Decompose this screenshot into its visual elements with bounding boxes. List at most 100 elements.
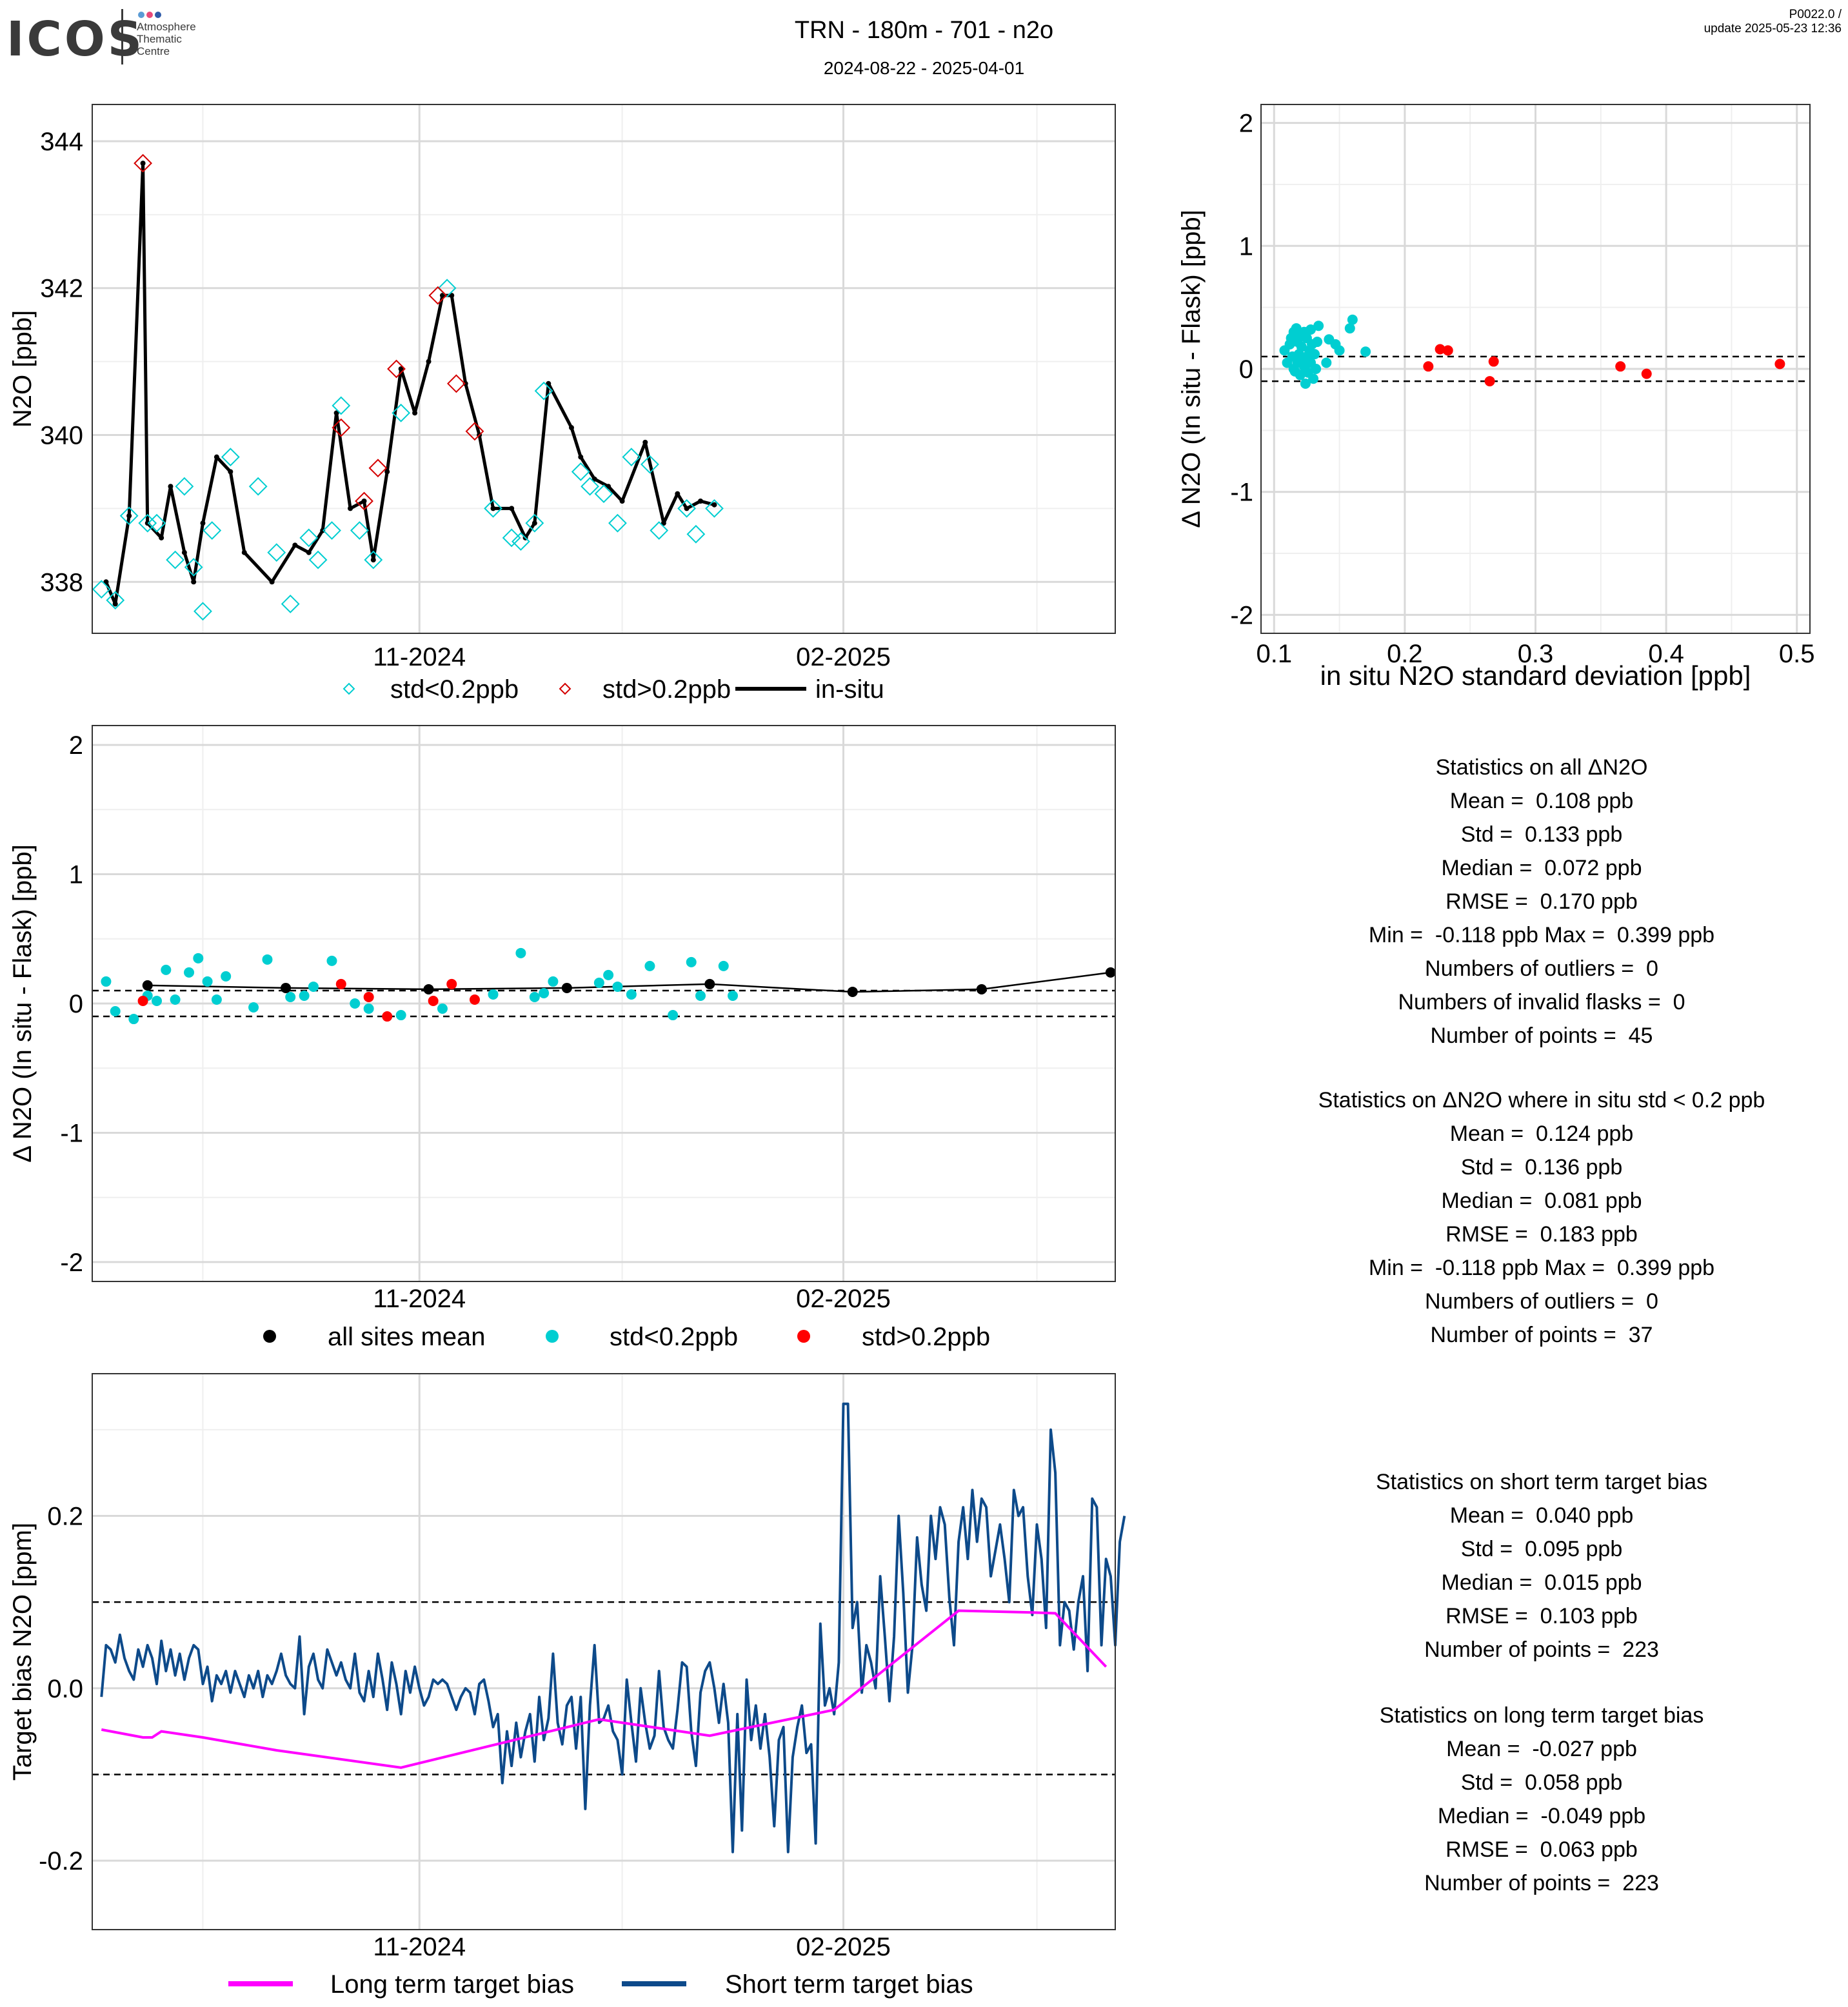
flask-point-low-std (267, 543, 286, 562)
legend-marker-high-std (797, 1330, 810, 1343)
point-low-std (248, 1002, 259, 1013)
point-low-std (128, 1014, 139, 1025)
point-low-std (1312, 337, 1323, 348)
stats-line: Numbers of outliers = 0 (1425, 956, 1658, 981)
point-low-std (170, 994, 181, 1005)
in-situ-point (619, 499, 625, 504)
in-situ-point (711, 502, 717, 508)
all-sites-mean-point (847, 986, 858, 997)
point-low-std (211, 994, 222, 1005)
legend-label: std>0.2ppb (862, 1323, 990, 1351)
y-tick-label: 338 (40, 568, 83, 597)
point-low-std (593, 977, 604, 988)
y-tick-label: 0.2 (47, 1503, 83, 1531)
point-low-std (539, 987, 550, 998)
legend-label: std<0.2ppb (610, 1323, 738, 1351)
x-axis-label: in situ N2O standard deviation [ppb] (1320, 660, 1751, 691)
stats-line: RMSE = 0.063 ppb (1446, 1837, 1638, 1862)
flask-point-low-std (299, 528, 319, 548)
in-situ-point (684, 506, 690, 511)
y-tick-label: -1 (60, 1119, 83, 1147)
flask-point-low-std (677, 499, 697, 518)
chart-subtitle: 2024-08-22 - 2025-04-01 (823, 58, 1025, 78)
flask-point-low-std (534, 381, 553, 400)
y-tick-label: 0 (1239, 355, 1253, 384)
legend-label: std>0.2ppb (602, 675, 731, 704)
in-situ-point (214, 454, 219, 460)
y-tick-label: 1 (1239, 232, 1253, 261)
logo-text: ICOS (6, 12, 145, 67)
in-situ-point (292, 542, 298, 548)
flask-point-low-std (392, 403, 411, 422)
in-situ-point (606, 484, 611, 489)
in-situ-point (191, 579, 197, 585)
all-sites-mean-point (1105, 967, 1116, 978)
flask-point-high-std (134, 153, 152, 173)
flask-point-low-std (622, 448, 641, 467)
x-tick-label: 02-2025 (796, 643, 891, 671)
x-tick-label: 0.1 (1256, 640, 1292, 668)
point-high-std (1641, 368, 1652, 379)
chart-title: TRN - 180m - 701 - n2o (794, 17, 1054, 44)
point-low-std (529, 991, 540, 1002)
point-low-std (1305, 324, 1316, 335)
stats-line: Number of points = 45 (1430, 1023, 1653, 1048)
plot-border (1260, 104, 1811, 634)
stats-line: Median = 0.081 ppb (1441, 1189, 1642, 1213)
in-situ-point (412, 410, 418, 416)
stats-line: Mean = 0.124 ppb (1449, 1122, 1634, 1146)
flask-point-low-std (571, 462, 590, 481)
flask-point-low-std (92, 580, 111, 599)
y-tick-label: 0 (69, 990, 83, 1018)
legend-marker-high-std (559, 682, 571, 695)
legend-marker-low-std (343, 682, 355, 695)
flask-point-low-std (175, 477, 194, 496)
flask-point-low-std (332, 396, 351, 415)
point-low-std (308, 981, 319, 992)
point-low-std (193, 953, 204, 964)
stats-line: Mean = -0.027 ppb (1446, 1737, 1637, 1761)
stats-all-title: Statistics on all ΔN2O (1435, 755, 1648, 780)
x-tick-label: 0.4 (1648, 640, 1684, 668)
y-tick-label: 2 (69, 731, 83, 760)
flask-point-low-std (323, 521, 341, 540)
point-low-std (728, 990, 739, 1001)
flask-point-high-std (446, 374, 466, 393)
long-term-bias-line (101, 1609, 1108, 1769)
point-low-std (686, 956, 697, 967)
point-low-std (1347, 314, 1358, 325)
point-low-std (152, 995, 163, 1006)
in-situ-point (228, 469, 233, 475)
flask-point-low-std (194, 602, 212, 621)
in-situ-point (112, 601, 118, 607)
all-sites-mean-point (704, 978, 715, 989)
point-high-std (446, 978, 457, 989)
in-situ-point (661, 520, 666, 526)
stats-line: Std = 0.136 ppb (1460, 1155, 1623, 1180)
logo-subtitle: Atmosphere Thematic Centre (137, 21, 196, 57)
stats-long-title: Statistics on long term target bias (1379, 1703, 1704, 1728)
flask-point-low-std (350, 521, 369, 540)
stats-line: Median = 0.072 ppb (1441, 856, 1642, 880)
y-axis-label: N2O [ppb] (8, 310, 37, 428)
point-high-std (428, 995, 439, 1006)
stats-line: Numbers of invalid flasks = 0 (1398, 990, 1685, 1014)
point-high-std (1423, 361, 1434, 372)
legend-label: std<0.2ppb (390, 675, 519, 704)
point-low-std (221, 971, 232, 982)
point-low-std (202, 976, 213, 987)
y-tick-label: 1 (69, 861, 83, 889)
y-tick-label: 344 (40, 128, 83, 156)
legend-marker-mean (263, 1330, 276, 1343)
stats-short-title: Statistics on short term target bias (1376, 1470, 1707, 1494)
point-high-std (363, 991, 374, 1002)
flask-point-high-std (428, 286, 448, 305)
x-tick-label: 11-2024 (373, 1933, 466, 1961)
point-low-std (1308, 373, 1319, 384)
flask-point-high-std (368, 459, 388, 478)
flask-point-low-std (106, 591, 125, 610)
flask-point-low-std (248, 477, 268, 496)
point-low-std (644, 960, 655, 971)
plot-border (92, 1373, 1116, 1930)
in-situ-point (675, 491, 681, 497)
